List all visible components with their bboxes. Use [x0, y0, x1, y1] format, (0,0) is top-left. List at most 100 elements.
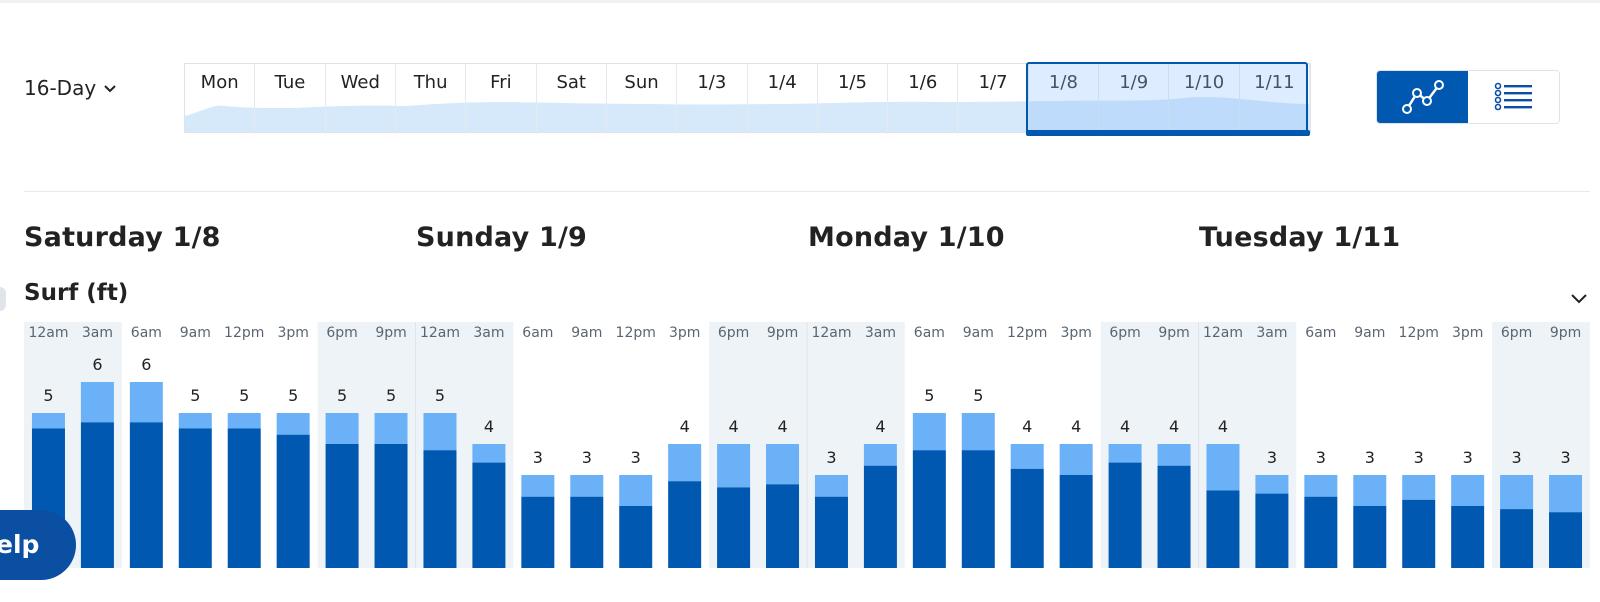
surf-range-bar: [178, 413, 212, 429]
surf-range-bar: [1304, 475, 1338, 497]
surf-height-label: 5: [924, 386, 934, 405]
surf-range-bar: [374, 413, 408, 444]
surf-base-bar: [766, 484, 800, 568]
time-tick-label: 12pm: [1399, 325, 1439, 341]
surf-base-bar: [814, 496, 848, 568]
surf-base-bar: [1304, 496, 1338, 568]
surf-range-bar: [1451, 475, 1485, 506]
surf-range-bar: [863, 444, 897, 466]
day-tab[interactable]: Thu: [396, 64, 467, 134]
surf-height-label: 5: [435, 386, 445, 405]
day-tab[interactable]: 1/11: [1240, 64, 1310, 134]
chevron-down-icon[interactable]: [1570, 292, 1588, 304]
surf-range-bar: [668, 444, 702, 482]
surf-range-bar: [31, 413, 65, 429]
surf-base-bar: [129, 422, 163, 568]
surf-base-bar: [1353, 506, 1387, 568]
surf-range-bar: [1206, 444, 1240, 491]
surf-height-label: 4: [1120, 417, 1130, 436]
surf-base-bar: [1549, 512, 1583, 568]
selected-days-range: [1026, 62, 1308, 134]
day-tab[interactable]: 1/3: [677, 64, 748, 134]
surf-height-label: 4: [680, 417, 690, 436]
time-tick-label: 9am: [180, 325, 211, 341]
day-tab[interactable]: Tue: [255, 64, 326, 134]
surf-range-bar: [521, 475, 555, 497]
time-tick-label: 3am: [865, 325, 896, 341]
surf-height-label: 4: [777, 417, 787, 436]
list-view-button[interactable]: [1468, 71, 1559, 123]
surf-base-bar: [1255, 493, 1289, 568]
surf-base-bar: [374, 444, 408, 568]
surf-base-bar: [1206, 490, 1240, 568]
day-tab[interactable]: 1/10: [1169, 64, 1240, 134]
time-tick-label: 12am: [1203, 325, 1243, 341]
time-tick-label: 6am: [914, 325, 945, 341]
surf-height-label: 3: [533, 448, 543, 467]
time-tick-label: 6am: [131, 325, 162, 341]
surf-height-label: 3: [1267, 448, 1277, 467]
surf-range-bar: [1255, 475, 1289, 494]
help-button[interactable]: elp: [0, 510, 76, 580]
surf-range-bar: [912, 413, 946, 451]
day-tab[interactable]: 1/9: [1099, 64, 1170, 134]
day-tab[interactable]: 1/4: [748, 64, 818, 134]
day-strip[interactable]: Mon Tue Wed Thu Fri Sat Sun 1/3 1/4 1/5 1/6 1/7 1/8 1…: [184, 63, 1311, 134]
top-border: [0, 0, 1600, 3]
day-tab[interactable]: Sun: [607, 64, 678, 134]
surf-height-label: 4: [1169, 417, 1179, 436]
surf-height-label: 3: [1560, 448, 1570, 467]
surf-height-label: 5: [386, 386, 396, 405]
surf-range-bar: [1402, 475, 1436, 500]
surf-height-label: 4: [729, 417, 739, 436]
surf-base-bar: [668, 481, 702, 568]
time-tick-label: 12am: [420, 325, 460, 341]
time-tick-label: 3am: [82, 325, 113, 341]
day-header-saturday: Saturday 1/8: [24, 222, 221, 253]
time-tick-label: 6am: [1305, 325, 1336, 341]
surf-base-bar: [423, 450, 457, 568]
day-tab[interactable]: 1/7: [958, 64, 1029, 134]
time-tick-label: 3am: [473, 325, 504, 341]
surf-section-title: Surf (ft): [24, 280, 129, 306]
time-tick-label: 6pm: [718, 325, 749, 341]
surf-range-bar: [1549, 475, 1583, 513]
surf-height-label: 4: [1022, 417, 1032, 436]
surf-range-bar: [570, 475, 604, 497]
day-tab[interactable]: Wed: [326, 64, 396, 134]
surf-base-bar: [1108, 462, 1142, 568]
surf-base-bar: [961, 450, 995, 568]
surf-base-bar: [1500, 509, 1534, 568]
day-tab[interactable]: Sat: [537, 64, 607, 134]
surf-base-bar: [1402, 499, 1436, 568]
scroll-handle[interactable]: [0, 287, 6, 311]
swell-trend-sparkline: [185, 97, 1310, 132]
time-tick-label: 12am: [28, 325, 68, 341]
view-toggle: [1376, 70, 1560, 124]
surf-range-bar: [1157, 444, 1191, 466]
graph-view-button[interactable]: [1377, 71, 1468, 123]
section-divider: [24, 191, 1590, 192]
surf-range-bar: [1059, 444, 1093, 475]
line-graph-icon: [1401, 80, 1444, 114]
day-tab[interactable]: 1/6: [888, 64, 959, 134]
surf-base-bar: [227, 428, 261, 568]
time-tick-label: 9pm: [767, 325, 798, 341]
surf-range-bar: [961, 413, 995, 451]
day-tab[interactable]: 1/5: [818, 64, 889, 134]
day-tab[interactable]: Fri: [466, 64, 537, 134]
surf-range-bar: [129, 382, 163, 423]
surf-height-label: 5: [973, 386, 983, 405]
day-header-sunday: Sunday 1/9: [416, 222, 588, 253]
surf-height-label: 4: [875, 417, 885, 436]
day-tab[interactable]: Mon: [185, 64, 256, 134]
forecast-range-dropdown[interactable]: 16-Day: [24, 76, 118, 100]
surf-height-label: 3: [1316, 448, 1326, 467]
surf-height-label: 3: [631, 448, 641, 467]
day-tab[interactable]: 1/8: [1029, 64, 1100, 134]
surf-range-bar: [1108, 444, 1142, 463]
time-tick-label: 12am: [811, 325, 851, 341]
time-tick-label: 3pm: [1060, 325, 1091, 341]
surf-height-label: 3: [1463, 448, 1473, 467]
time-tick-label: 6pm: [1109, 325, 1140, 341]
